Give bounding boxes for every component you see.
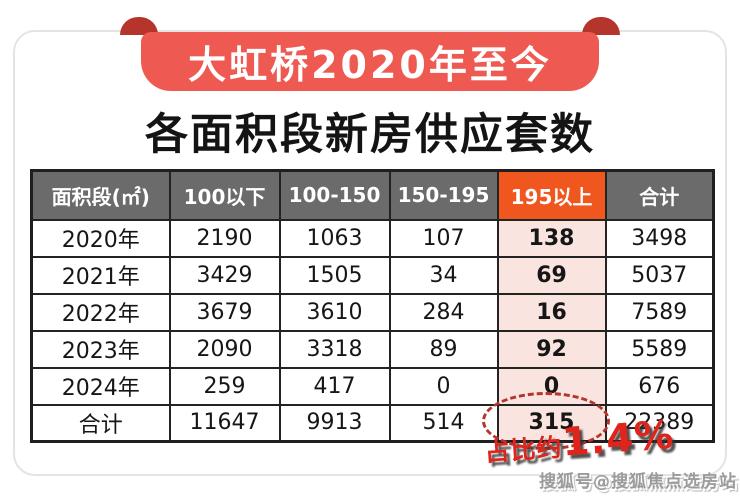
column-header: 合计 xyxy=(604,169,715,221)
table-cell: 0 xyxy=(388,366,499,406)
table-cell: 107 xyxy=(388,218,499,258)
ribbon-body: 大虹桥2020年至今 xyxy=(141,32,599,91)
table-cell: 5037 xyxy=(604,255,715,295)
supply-table: 面积段(㎡) 100以下 100-150 150-195 195以上 合计 2020年 21… xyxy=(30,169,715,443)
ribbon-banner: 大虹桥2020年至今 xyxy=(118,16,622,92)
table-cell: 1505 xyxy=(278,255,391,295)
table-cell: 1063 xyxy=(278,218,391,258)
table-cell: 2190 xyxy=(168,218,281,258)
table-row: 2020年 2190 1063 107 138 3498 xyxy=(30,218,715,258)
row-label: 2021年 xyxy=(30,255,171,295)
table-cell: 5589 xyxy=(604,329,715,369)
table-cell: 138 xyxy=(496,218,607,258)
table-cell: 34 xyxy=(388,255,499,295)
banner-title: 大虹桥2020年至今 xyxy=(188,43,552,87)
table-row: 2022年 3679 3610 284 16 7589 xyxy=(30,292,715,332)
column-header: 面积段(㎡) xyxy=(30,169,171,221)
table-cell: 69 xyxy=(496,255,607,295)
row-label: 2020年 xyxy=(30,218,171,258)
table-cell: 89 xyxy=(388,329,499,369)
ribbon-fold-right xyxy=(582,17,620,35)
table-row: 2024年 259 417 0 0 676 xyxy=(30,366,715,406)
dashed-circle-highlight xyxy=(482,392,610,450)
table-cell: 514 xyxy=(388,403,499,443)
row-label: 2022年 xyxy=(30,292,171,332)
column-header: 100以下 xyxy=(168,169,281,221)
table-cell: 22389 xyxy=(604,403,715,443)
table-cell: 417 xyxy=(278,366,391,406)
table-cell: 259 xyxy=(168,366,281,406)
row-label: 2023年 xyxy=(30,329,171,369)
table-cell: 7589 xyxy=(604,292,715,332)
table-cell: 676 xyxy=(604,366,715,406)
column-header: 150-195 xyxy=(388,169,499,221)
table-cell: 284 xyxy=(388,292,499,332)
table-cell: 3429 xyxy=(168,255,281,295)
table-row: 2023年 2090 3318 89 92 5589 xyxy=(30,329,715,369)
column-header: 195以上 xyxy=(496,169,607,221)
column-header: 100-150 xyxy=(278,169,391,221)
table-cell: 3318 xyxy=(278,329,391,369)
watermark: 搜狐号@搜狐焦点选房站 xyxy=(539,472,737,492)
page-title: 各面积段新房供应套数 xyxy=(145,110,595,160)
table-cell: 3498 xyxy=(604,218,715,258)
ribbon-fold-left xyxy=(120,17,158,35)
table-cell: 2090 xyxy=(168,329,281,369)
table-header-row: 面积段(㎡) 100以下 100-150 150-195 195以上 合计 xyxy=(30,169,715,221)
table-cell: 92 xyxy=(496,329,607,369)
row-label: 合计 xyxy=(30,403,171,443)
row-label: 2024年 xyxy=(30,366,171,406)
table-cell: 3679 xyxy=(168,292,281,332)
table-cell: 9913 xyxy=(278,403,391,443)
annotation-percentage-value: 1.4% xyxy=(560,412,676,466)
table-cell: 3610 xyxy=(278,292,391,332)
annotation-prefix-label: 占比约 xyxy=(483,432,564,468)
table-cell: 11647 xyxy=(168,403,281,443)
table-cell: 16 xyxy=(496,292,607,332)
table-row: 2021年 3429 1505 34 69 5037 xyxy=(30,255,715,295)
